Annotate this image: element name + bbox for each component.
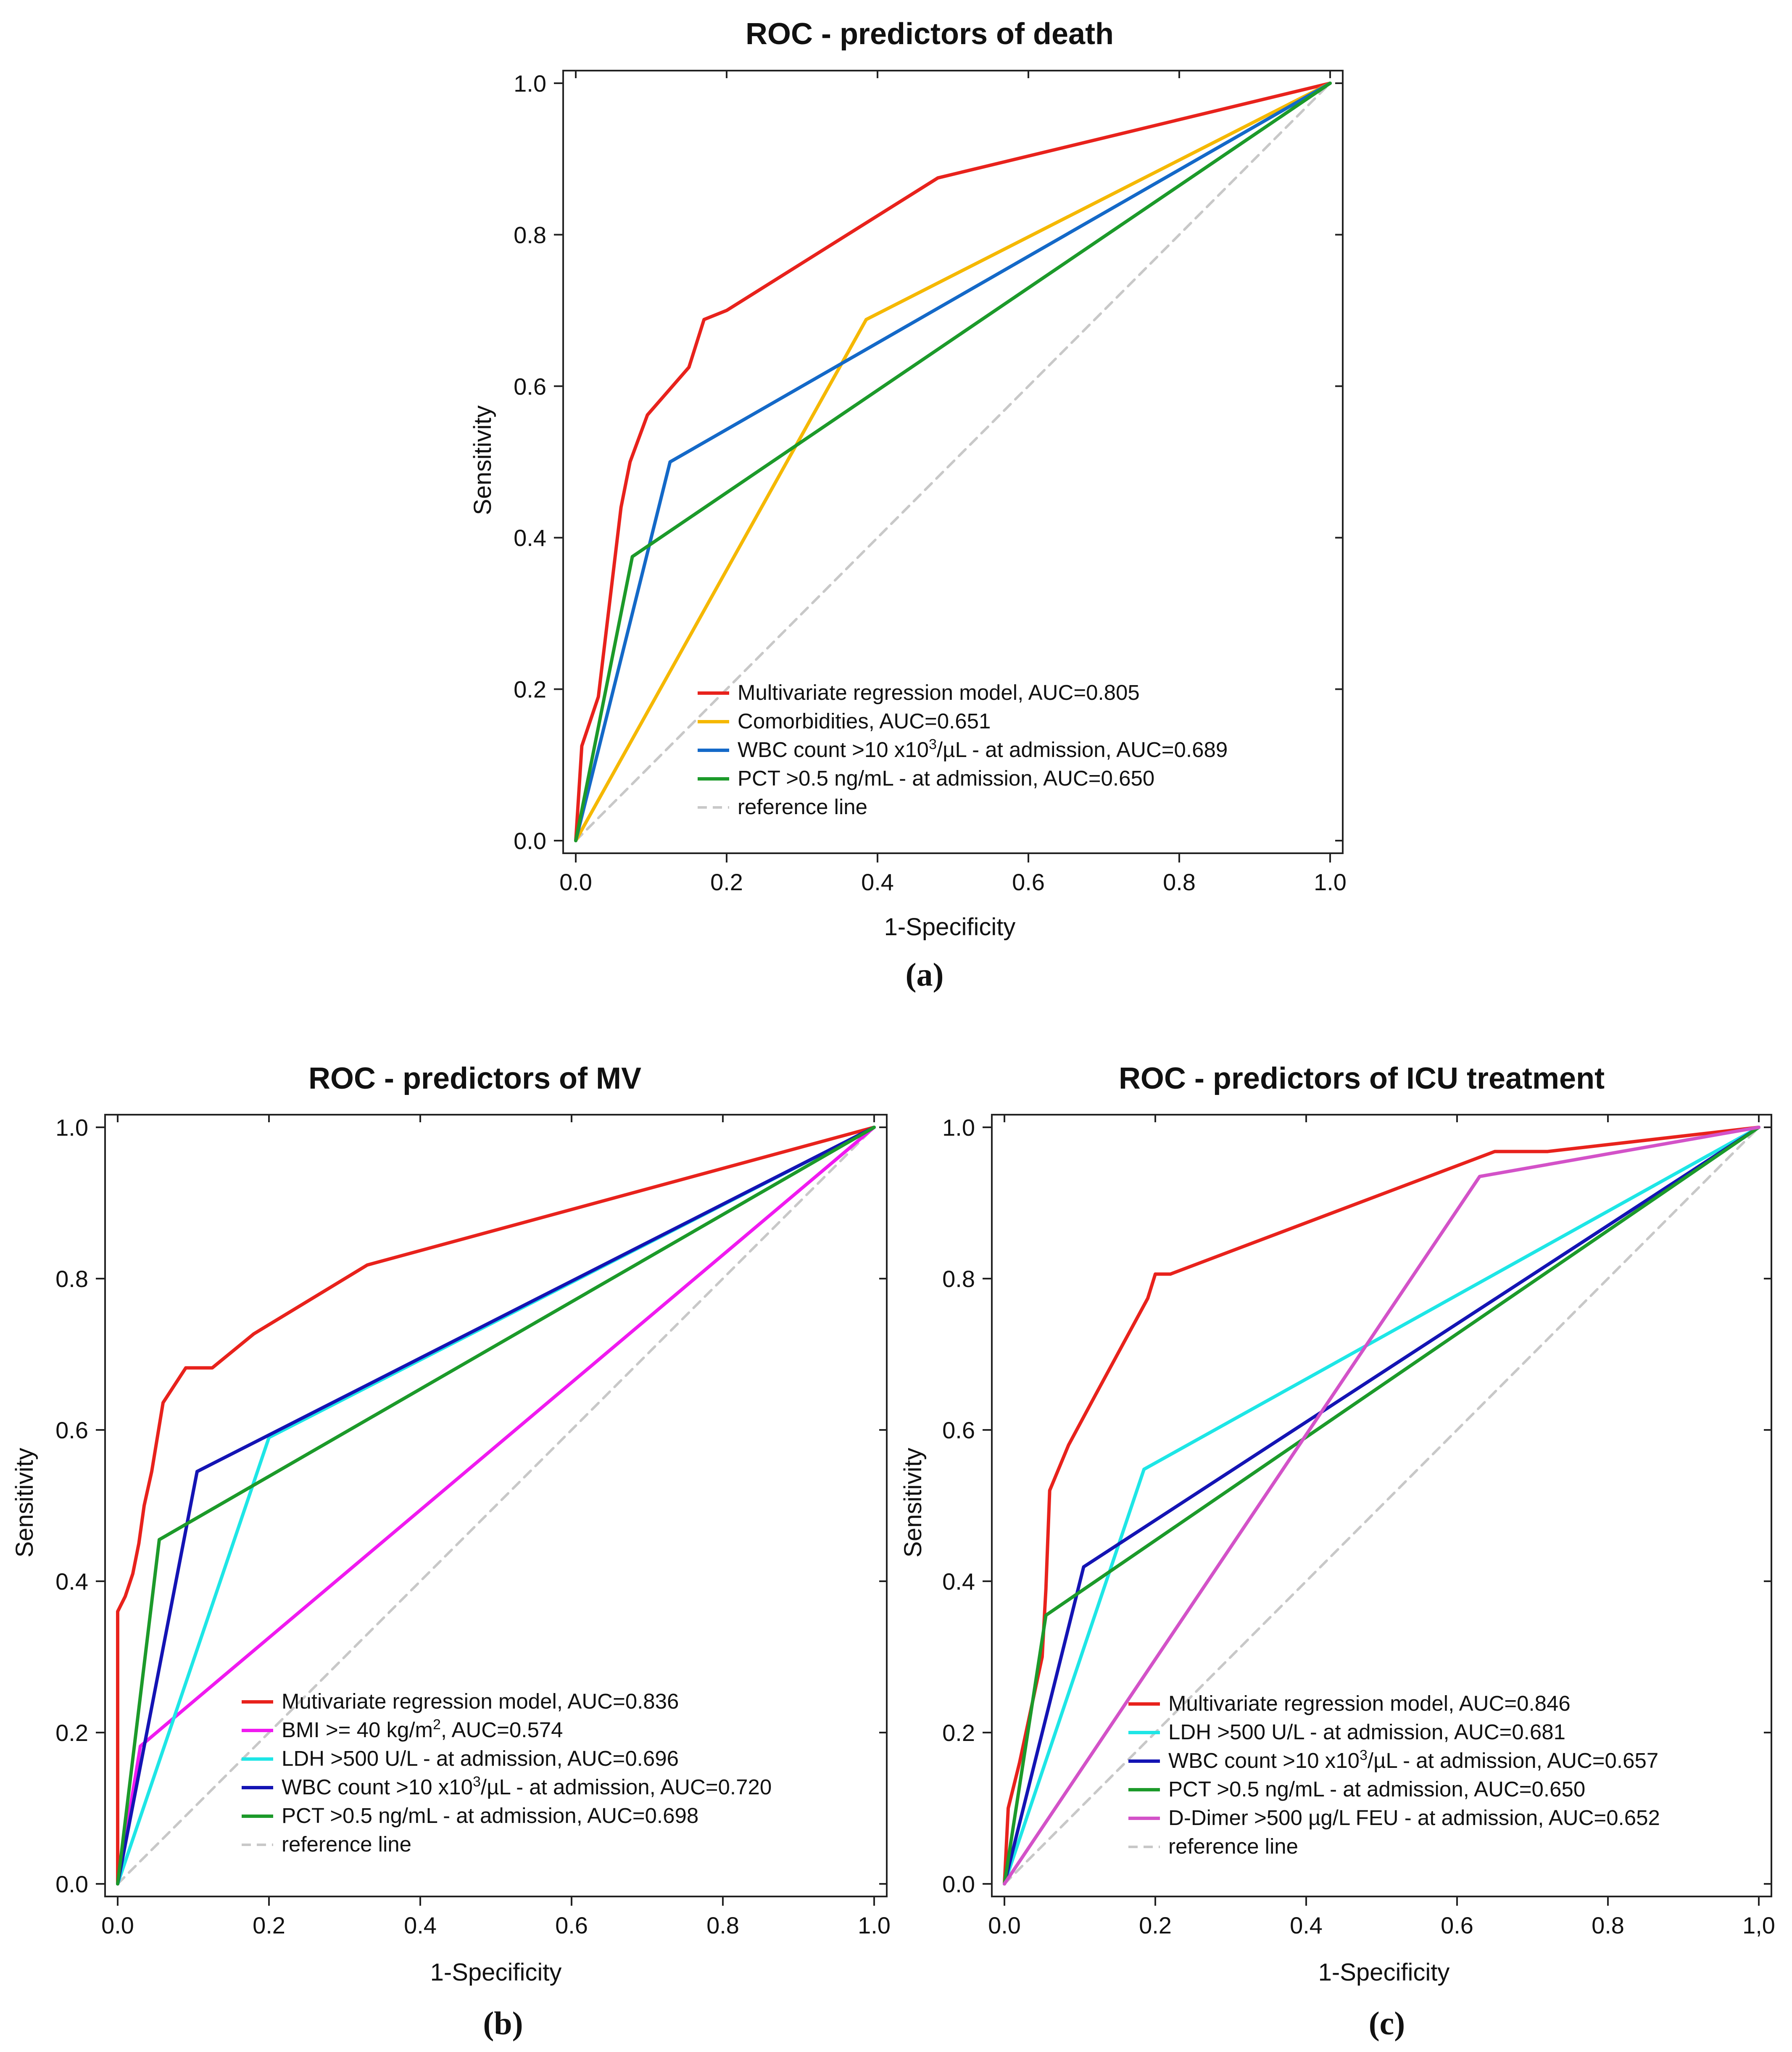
- legend-label: BMI >= 40 kg/m2, AUC=0.574: [282, 1717, 563, 1742]
- x-tick-label: 0.4: [404, 1912, 437, 1939]
- y-tick-label: 0.2: [942, 1720, 975, 1746]
- y-tick-label: 0.0: [942, 1871, 975, 1897]
- x-tick-label: 1.0: [1314, 869, 1347, 895]
- legend-label: PCT >0.5 ng/mL - at admission, AUC=0.650: [1168, 1777, 1585, 1801]
- panel-label: (c): [1369, 2005, 1405, 2041]
- x-tick-label: 0.4: [1290, 1912, 1323, 1939]
- roc-curve-series-4: [116, 1126, 876, 1886]
- y-tick-label: 0.8: [514, 222, 546, 248]
- legend-label: Mutivariate regression model, AUC=0.836: [282, 1689, 679, 1713]
- legend-label: reference line: [1168, 1834, 1298, 1858]
- y-tick-label: 0.6: [514, 373, 546, 400]
- y-tick-label: 0.4: [55, 1568, 88, 1595]
- y-tick-label: 0.4: [514, 525, 546, 551]
- roc-curve-series-1: [116, 1126, 876, 1886]
- y-axis-label: Sensitivity: [469, 405, 496, 515]
- reference-line: [116, 1126, 875, 1885]
- legend: Multivariate regression model, AUC=0.805…: [698, 680, 1228, 819]
- y-tick-label: 0.6: [55, 1417, 88, 1443]
- x-axis-label: 1-Specificity: [1318, 1959, 1450, 1986]
- legend-label: PCT >0.5 ng/mL - at admission, AUC=0.650: [738, 766, 1154, 790]
- y-tick-label: 0.2: [514, 676, 546, 703]
- x-tick-label: 0.6: [555, 1912, 588, 1939]
- y-tick-label: 0.6: [942, 1417, 975, 1443]
- roc-curve-series-4: [1003, 1126, 1760, 1886]
- roc-panel-2: ROC - predictors of MV 0.0 0.2 0.4 0.6 0.8 1.0…: [11, 1062, 891, 2041]
- roc-curve-series-1: [574, 82, 1332, 842]
- chart-title: ROC - predictors of death: [746, 17, 1114, 51]
- legend-label: LDH >500 U/L - at admission, AUC=0.696: [282, 1746, 679, 1770]
- y-tick-label: 0.8: [942, 1266, 975, 1292]
- legend-label: PCT >0.5 ng/mL - at admission, AUC=0.698: [282, 1804, 698, 1828]
- panel-label: (b): [483, 2005, 523, 2041]
- y-tick-label: 0.4: [942, 1568, 975, 1595]
- y-tick-label: 0.2: [55, 1720, 88, 1746]
- x-tick-label: 0.0: [559, 869, 592, 895]
- roc-curve-series-2: [574, 82, 1332, 842]
- reference-line: [1003, 1126, 1760, 1885]
- x-tick-label: 0.4: [861, 869, 894, 895]
- chart-title: ROC - predictors of ICU treatment: [1119, 1062, 1605, 1095]
- y-tick-label: 1.0: [55, 1114, 88, 1141]
- x-tick-label: 0.6: [1441, 1912, 1473, 1939]
- x-axis-label: 1-Specificity: [430, 1959, 562, 1986]
- legend: Mutivariate regression model, AUC=0.836 B…: [242, 1689, 772, 1856]
- legend-label: D-Dimer >500 µg/L FEU - at admission, AU…: [1168, 1806, 1660, 1830]
- roc-curve-series-4: [574, 82, 1332, 842]
- x-tick-label: 0.0: [988, 1912, 1021, 1939]
- legend-label: Comorbidities, AUC=0.651: [738, 709, 991, 733]
- legend-label: Multivariate regression model, AUC=0.805: [738, 680, 1140, 704]
- legend: Multivariate regression model, AUC=0.846…: [1128, 1691, 1660, 1858]
- roc-panel-3: ROC - predictors of ICU treatment 0.0 0.2 0…: [899, 1062, 1775, 2041]
- roc-curve-series-3: [1003, 1126, 1760, 1886]
- reference-line: [574, 82, 1331, 842]
- x-tick-label: 0.6: [1012, 869, 1045, 895]
- y-tick-label: 0.0: [514, 828, 546, 854]
- x-tick-label: 0.8: [706, 1912, 739, 1939]
- y-tick-label: 1.0: [514, 70, 546, 97]
- x-tick-label: 0.8: [1163, 869, 1196, 895]
- legend-label: reference line: [738, 795, 867, 819]
- roc-curve-series-5: [116, 1126, 876, 1886]
- roc-curve-series-3: [574, 82, 1332, 842]
- legend-label: WBC count >10 x103/µL - at admission, AU…: [1168, 1747, 1658, 1772]
- y-tick-label: 1.0: [942, 1114, 975, 1141]
- roc-curve-series-2: [1003, 1126, 1760, 1886]
- legend-label: LDH >500 U/L - at admission, AUC=0.681: [1168, 1720, 1565, 1744]
- x-tick-label: 0.2: [253, 1912, 285, 1939]
- y-axis-label: Sensitivity: [899, 1448, 927, 1557]
- legend-label: reference line: [282, 1832, 411, 1856]
- y-tick-label: 0.0: [55, 1871, 88, 1897]
- x-tick-label: 1.0: [858, 1912, 891, 1939]
- y-tick-label: 0.8: [55, 1266, 88, 1292]
- roc-panel-1: ROC - predictors of death 0.0 0.2 0.4 0.6 0.8…: [469, 17, 1347, 993]
- x-tick-label: 1,0: [1742, 1912, 1775, 1939]
- plot-frame: [104, 1114, 888, 1897]
- plot-frame: [991, 1114, 1772, 1897]
- legend-label: WBC count >10 x103/µL - at admission, AU…: [738, 736, 1228, 762]
- roc-curve-series-5: [1003, 1126, 1760, 1886]
- chart-title: ROC - predictors of MV: [308, 1062, 641, 1095]
- x-tick-label: 0.8: [1592, 1912, 1624, 1939]
- x-axis-label: 1-Specificity: [884, 913, 1016, 941]
- x-tick-label: 0.0: [101, 1912, 134, 1939]
- plot-frame: [562, 70, 1344, 854]
- panel-label: (a): [906, 956, 944, 993]
- x-tick-label: 0.2: [710, 869, 743, 895]
- legend-label: WBC count >10 x103/µL - at admission, AU…: [282, 1774, 772, 1799]
- x-tick-label: 0.2: [1139, 1912, 1172, 1939]
- y-axis-label: Sensitivity: [11, 1448, 38, 1557]
- legend-label: Multivariate regression model, AUC=0.846: [1168, 1691, 1571, 1715]
- roc-curve-series-1: [1003, 1126, 1760, 1886]
